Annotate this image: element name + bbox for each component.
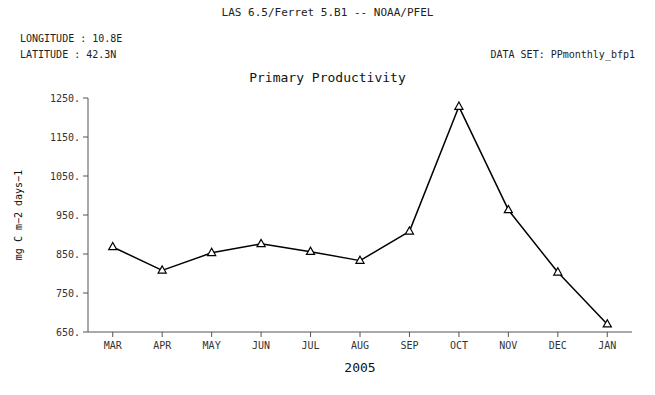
y-tick bbox=[83, 215, 88, 216]
y-axis-label: mg C m−2 days−1 bbox=[13, 170, 24, 260]
plot-area bbox=[109, 102, 612, 327]
y-tick bbox=[83, 176, 88, 177]
annotation: LAS 6.5/Ferret 5.B1 -- NOAA/PFEL bbox=[222, 6, 434, 19]
x-tick-label: MAR bbox=[104, 340, 123, 351]
x-axis: MAR APR MAY JUN JUL AUG SEP OCT NOV DEC JAN bbox=[88, 332, 632, 351]
chart-title: Primary Productivity bbox=[249, 70, 406, 85]
x-tick bbox=[211, 332, 212, 337]
x-tick-label: AUG bbox=[351, 340, 369, 351]
y-tick bbox=[83, 254, 88, 255]
x-tick bbox=[310, 332, 311, 337]
x-tick-label: DEC bbox=[549, 340, 567, 351]
x-tick bbox=[607, 332, 608, 337]
y-tick-label: 1150. bbox=[50, 132, 80, 143]
data-point bbox=[257, 239, 265, 246]
data-point bbox=[554, 268, 562, 275]
y-tick-label: 1050. bbox=[50, 171, 80, 182]
data-point bbox=[158, 266, 166, 273]
x-tick-label: SEP bbox=[400, 340, 418, 351]
y-tick bbox=[83, 137, 88, 138]
data-point bbox=[306, 247, 314, 254]
data-point bbox=[109, 242, 117, 249]
y-tick-label: 650. bbox=[56, 327, 80, 338]
x-tick-label: APR bbox=[153, 340, 172, 351]
data-point bbox=[208, 248, 216, 255]
data-point bbox=[455, 102, 463, 109]
x-tick bbox=[508, 332, 509, 337]
y-tick bbox=[83, 98, 88, 99]
x-tick bbox=[409, 332, 410, 337]
x-tick-label: JUL bbox=[302, 340, 320, 351]
x-tick bbox=[261, 332, 262, 337]
y-tick-label: 850. bbox=[56, 249, 80, 260]
y-tick-label: 1250. bbox=[50, 93, 80, 104]
x-tick bbox=[360, 332, 361, 337]
x-axis-label: 2005 bbox=[344, 360, 375, 375]
x-tick bbox=[112, 332, 113, 337]
x-tick bbox=[458, 332, 459, 337]
y-tick-label: 750. bbox=[56, 288, 80, 299]
data-point bbox=[603, 320, 611, 327]
data-point bbox=[356, 256, 364, 263]
y-axis: 650. 750. 850. 950. 1050. 1150. 1250. bbox=[50, 93, 88, 338]
chart: LAS 6.5/Ferret 5.B1 -- NOAA/PFEL LONGITUD… bbox=[0, 0, 655, 395]
x-tick-label: JUN bbox=[252, 340, 270, 351]
x-tick-label: MAY bbox=[203, 340, 221, 351]
y-tick-label: 950. bbox=[56, 210, 80, 221]
data-point bbox=[405, 227, 413, 234]
x-tick bbox=[162, 332, 163, 337]
data-line bbox=[113, 107, 608, 325]
y-tick bbox=[83, 293, 88, 294]
x-tick-label: JAN bbox=[598, 340, 616, 351]
y-axis-line bbox=[88, 98, 89, 332]
x-tick bbox=[557, 332, 558, 337]
x-tick-label: OCT bbox=[450, 340, 468, 351]
data-point bbox=[504, 205, 512, 212]
x-tick-label: NOV bbox=[499, 340, 517, 351]
background bbox=[0, 0, 655, 395]
y-tick bbox=[83, 332, 88, 333]
annotation: LONGITUDE : 10.8E bbox=[20, 33, 122, 44]
annotation: LATITUDE : 42.3N bbox=[20, 49, 116, 60]
annotation: DATA SET: PPmonthly_bfp1 bbox=[491, 49, 636, 61]
